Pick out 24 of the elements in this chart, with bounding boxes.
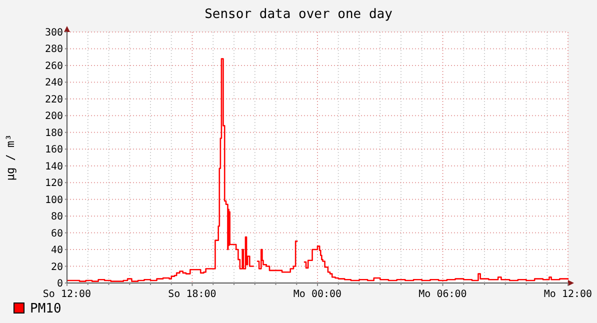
x-tick-label: So 18:00 bbox=[168, 289, 216, 300]
y-axis-title: µg / m³ bbox=[4, 134, 17, 181]
x-tick-label: So 12:00 bbox=[42, 289, 92, 300]
x-tick-label: Mo 12:00 bbox=[544, 289, 592, 300]
y-tick-label: 220 bbox=[44, 94, 63, 106]
y-tick-label: 20 bbox=[50, 262, 63, 273]
y-tick-label: 280 bbox=[44, 44, 63, 56]
y-tick-label: 40 bbox=[50, 245, 63, 256]
x-tick-label: Mo 00:00 bbox=[293, 289, 342, 300]
y-tick-label: 80 bbox=[50, 212, 63, 223]
y-tick-label: 180 bbox=[44, 128, 63, 139]
y-tick-label: 300 bbox=[44, 28, 63, 38]
chart-title: Sensor data over one day bbox=[204, 7, 393, 22]
y-tick-label: 260 bbox=[44, 60, 63, 72]
y-tick-label: 60 bbox=[50, 228, 63, 240]
y-tick-label: 0 bbox=[56, 278, 63, 290]
y-tick-label: 200 bbox=[44, 111, 63, 122]
y-tick-label: 120 bbox=[44, 178, 63, 190]
y-tick-label: 240 bbox=[44, 78, 63, 89]
y-tick-label: 160 bbox=[44, 144, 63, 156]
legend-label: PM10 bbox=[30, 302, 62, 316]
y-tick-label: 140 bbox=[44, 161, 63, 172]
x-tick-label: Mo 06:00 bbox=[418, 289, 467, 300]
y-tick-label: 100 bbox=[44, 194, 63, 206]
